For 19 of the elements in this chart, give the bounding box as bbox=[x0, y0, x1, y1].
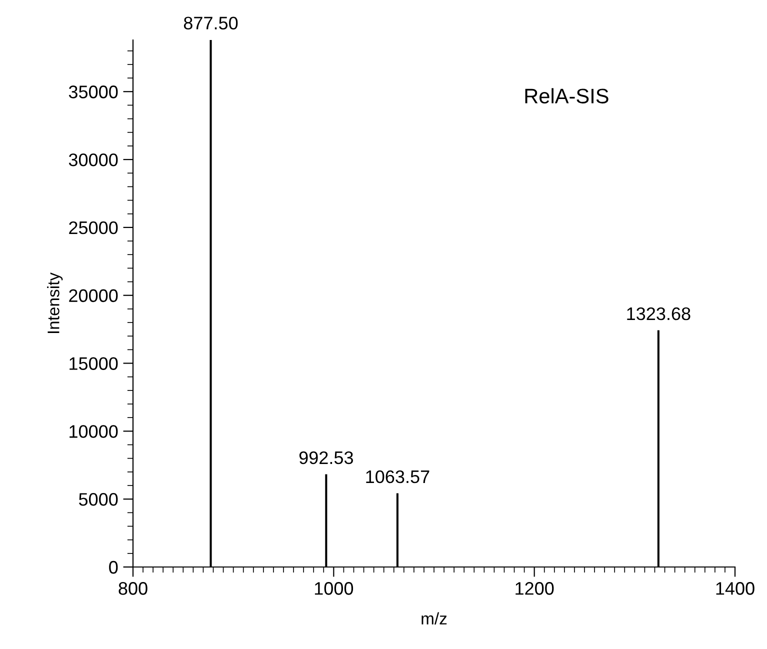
y-tick-label: 25000 bbox=[69, 221, 118, 234]
y-tick-label: 35000 bbox=[68, 86, 118, 98]
annotation: 877.50 bbox=[184, 16, 238, 30]
x-tick-label: 1000 bbox=[314, 582, 354, 595]
annotation: RelA-SIS bbox=[525, 88, 608, 104]
annotation: 1323.68 bbox=[627, 307, 690, 320]
x-tick-label: 800 bbox=[118, 582, 148, 595]
y-tick-label: 5000 bbox=[78, 493, 118, 506]
y-tick-label: 20000 bbox=[69, 289, 118, 302]
annotation: 1063.57 bbox=[366, 470, 430, 484]
y-axis-title: Intensity bbox=[47, 272, 63, 333]
y-tick-label: 30000 bbox=[68, 153, 118, 166]
annotation: 992.53 bbox=[299, 451, 353, 464]
y-tick-label: 15000 bbox=[70, 357, 118, 370]
x-tick-label: 1200 bbox=[516, 582, 554, 595]
x-axis-title: m/z bbox=[422, 612, 447, 625]
y-tick-label: 0 bbox=[109, 560, 118, 574]
y-tick-label: 10000 bbox=[70, 425, 118, 438]
x-tick-label: 1400 bbox=[716, 582, 754, 595]
